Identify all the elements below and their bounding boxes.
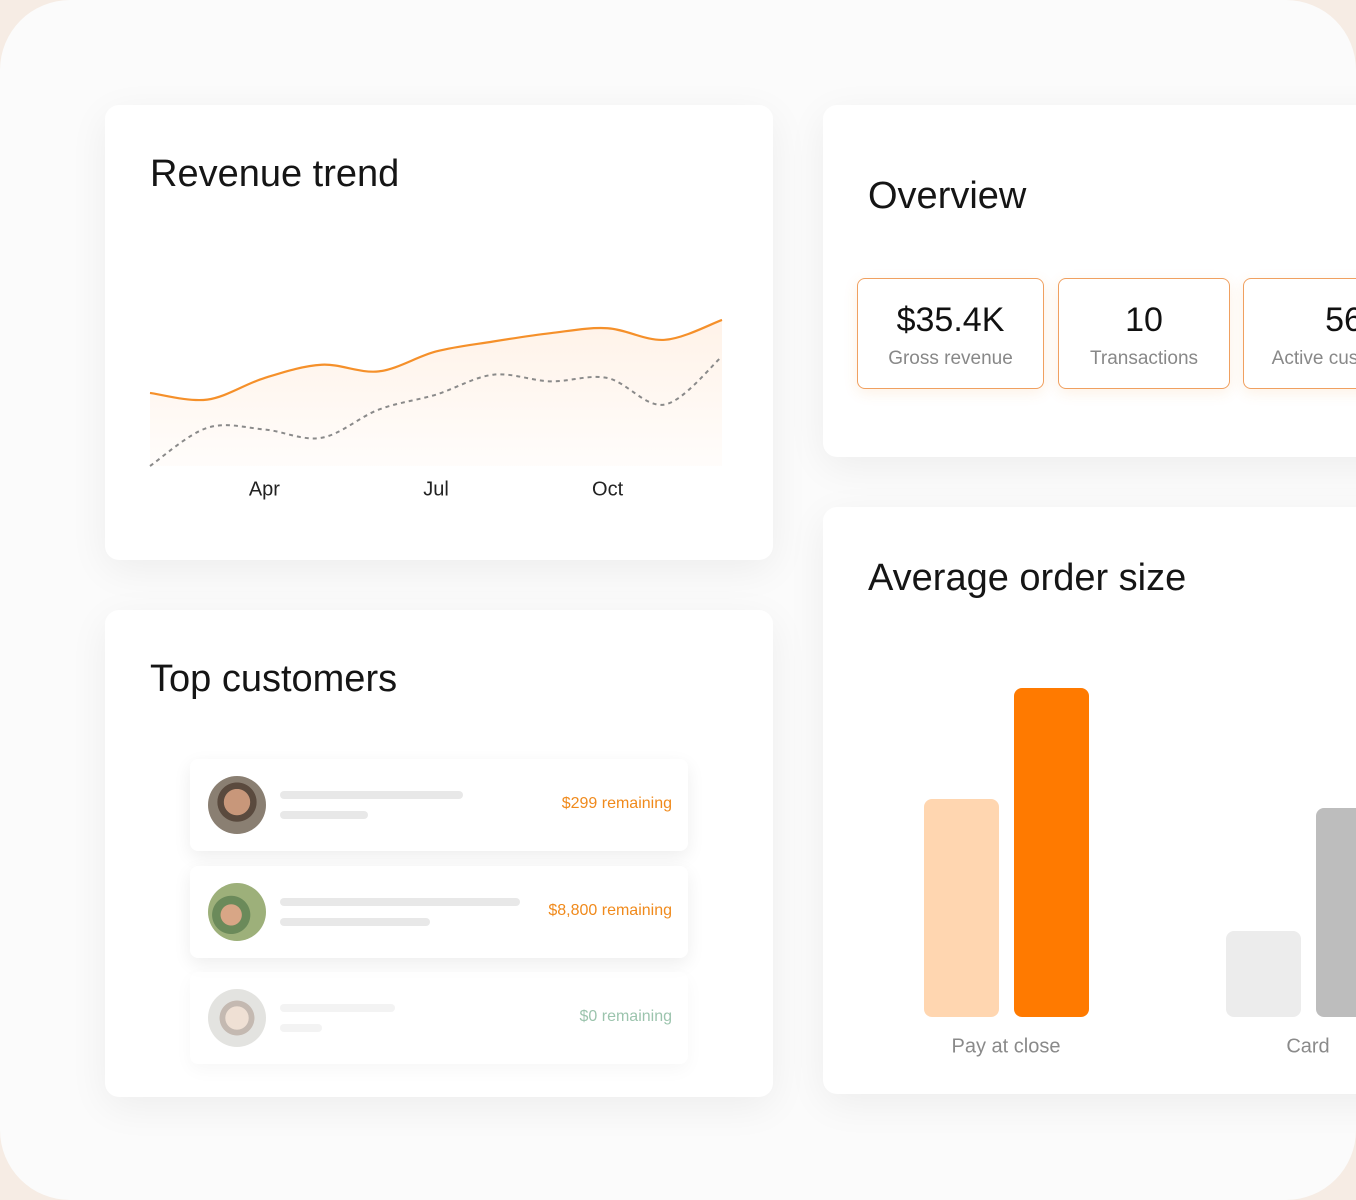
customer-row[interactable]: $299 remaining (190, 759, 688, 851)
card-title: Overview (868, 175, 1027, 217)
placeholder (280, 791, 463, 799)
stat-box: 56 Active customers (1243, 278, 1356, 389)
stat-value: $35.4K (896, 301, 1005, 339)
x-tick-label: Apr (249, 478, 280, 500)
x-tick-label: Card (1286, 1035, 1329, 1057)
bar (924, 799, 999, 1017)
x-tick-label: Jul (423, 478, 449, 500)
bar (1226, 931, 1301, 1017)
stat-value: 10 (1125, 301, 1163, 339)
card-title: Revenue trend (150, 153, 400, 195)
stat-label: Transactions (1089, 348, 1199, 369)
avatar (208, 989, 266, 1047)
stat-label: Active customers (1271, 348, 1356, 369)
placeholder (280, 1004, 395, 1012)
overview-card: Overview $35.4K Gross revenue 10 Transac… (823, 105, 1356, 457)
status: $299 remaining (561, 795, 672, 812)
stat-label: Gross revenue (888, 348, 1013, 369)
stat-box: 10 Transactions (1058, 278, 1230, 389)
placeholder (280, 1024, 322, 1032)
stat-box: $35.4K Gross revenue (857, 278, 1044, 389)
revenue-card: Revenue trend (105, 105, 773, 560)
placeholder (280, 918, 430, 926)
bar (1316, 808, 1356, 1017)
line (149, 318, 723, 402)
status: $0 remaining (579, 1008, 673, 1025)
placeholder (280, 811, 368, 819)
avatar (208, 776, 266, 834)
stat-value: 56 (1325, 301, 1356, 339)
x-tick-label: Oct (592, 478, 624, 500)
bar (1014, 688, 1089, 1017)
placeholder (280, 898, 520, 906)
x-tick-label: Pay at close (952, 1035, 1061, 1057)
avatar (208, 883, 266, 941)
customer-row[interactable]: $0 remaining (190, 972, 688, 1064)
status: $8,800 remaining (548, 902, 672, 919)
line (149, 355, 723, 467)
area (150, 319, 722, 466)
card-title: Top customers (150, 658, 398, 700)
customer-row[interactable]: $8,800 remaining (190, 866, 688, 958)
card-title: Average order size (868, 557, 1187, 599)
customers-card: Top customers $299 remaining $8,800 rema… (105, 610, 773, 1097)
